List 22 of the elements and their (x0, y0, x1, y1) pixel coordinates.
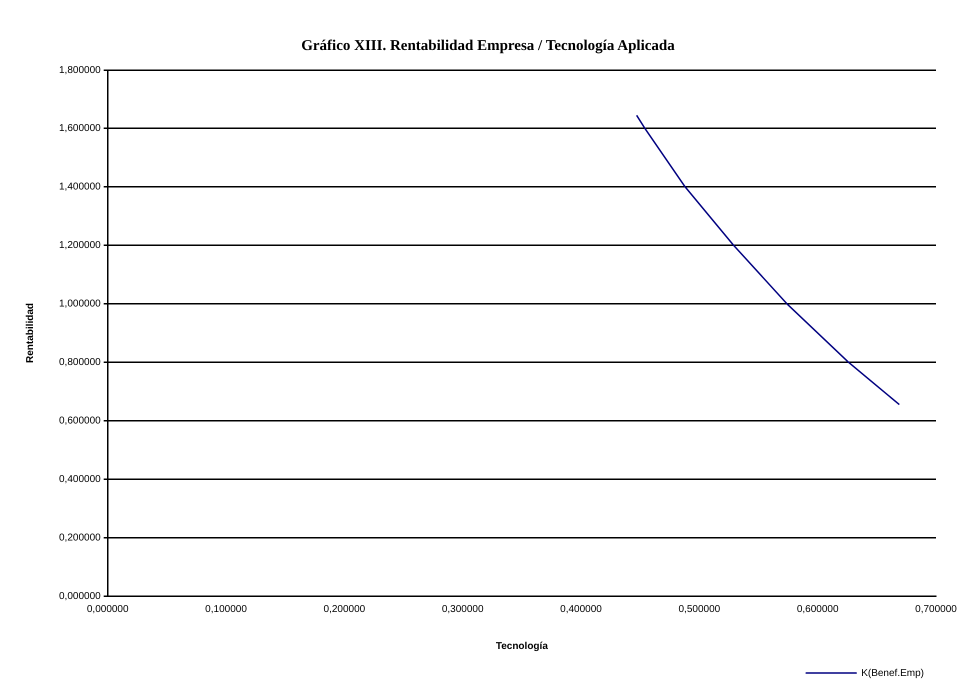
x-tick-label: 0,700000 (915, 604, 958, 615)
x-tick-label: 0,400000 (560, 604, 602, 615)
x-tick-label: 0,500000 (678, 604, 721, 615)
x-tick-label: 0,100000 (205, 604, 248, 615)
y-tick-label: 0,400000 (58, 474, 102, 485)
y-tick-label: 1,000000 (58, 298, 102, 310)
x-tick-label: 0,600000 (796, 604, 839, 615)
y-tick-label: 1,600000 (58, 123, 102, 134)
y-tick-label: 0,600000 (58, 415, 102, 426)
y-tick-label: 1,400000 (58, 182, 102, 193)
chart-title: Gráfico XIII. Rentabilidad Empresa / Tecnología Aplicada (300, 38, 676, 55)
y-tick-label: 1,800000 (58, 64, 102, 76)
y-axis-title: Rentabilidad (24, 302, 36, 364)
x-axis-title: Tecnología (496, 640, 548, 652)
x-tick-label: 0,200000 (324, 604, 366, 615)
x-tick-label: 0,000000 (86, 604, 129, 615)
x-tick-label: 0,300000 (442, 604, 484, 615)
y-tick-label: 0,200000 (58, 532, 102, 544)
legend-label: K(Benef.Emp) (861, 668, 924, 679)
y-tick-label: 1,200000 (58, 240, 102, 252)
y-tick-label: 0,000000 (58, 590, 102, 602)
y-tick-label: 0,800000 (58, 356, 102, 368)
